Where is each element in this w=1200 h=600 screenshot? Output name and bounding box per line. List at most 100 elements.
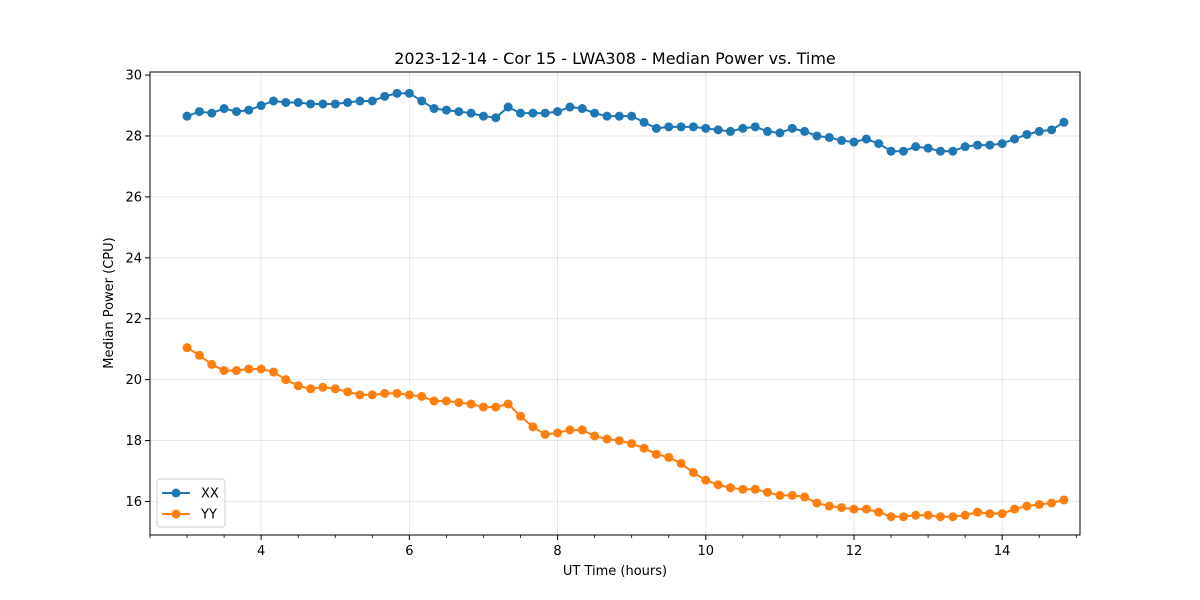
data-point-yy [367,390,377,400]
data-point-xx [812,131,822,141]
data-point-yy [824,501,834,511]
data-point-yy [1010,504,1020,514]
data-point-xx [701,123,711,133]
data-point-yy [874,507,884,517]
x-tick-label: 10 [698,544,715,559]
data-point-yy [1059,495,1069,505]
data-point-yy [256,364,266,374]
data-point-xx [886,146,896,156]
data-point-xx [491,113,501,123]
data-point-yy [664,452,674,462]
data-point-yy [602,434,612,444]
data-point-xx [849,137,859,147]
data-point-xx [281,97,291,107]
data-point-yy [553,428,563,438]
data-point-xx [478,111,488,121]
data-point-xx [293,97,303,107]
data-point-yy [651,449,661,459]
data-point-yy [306,384,316,394]
data-point-xx [318,99,328,109]
data-point-xx [306,99,316,109]
data-point-xx [861,134,871,144]
data-point-xx [269,96,279,106]
data-point-yy [330,384,340,394]
data-point-xx [194,107,204,117]
x-tick-label: 12 [846,544,863,559]
x-tick-label: 4 [257,544,265,559]
data-point-yy [491,402,501,412]
data-point-yy [738,484,748,494]
data-point-yy [688,468,698,478]
data-point-yy [478,402,488,412]
data-point-xx [256,101,266,111]
data-point-xx [1047,125,1057,135]
data-point-yy [429,396,439,406]
data-point-yy [441,396,451,406]
data-point-xx [590,108,600,118]
data-point-yy [701,475,711,485]
data-point-yy [269,367,279,377]
data-point-xx [528,108,538,118]
data-point-xx [738,123,748,133]
data-point-xx [787,123,797,133]
data-point-yy [392,388,402,398]
data-point-xx [923,143,933,153]
plot-frame [149,71,1081,536]
data-point-xx [713,125,723,135]
x-tick-label: 14 [994,544,1011,559]
data-point-yy [985,509,995,519]
chart-title: 2023-12-14 - Cor 15 - LWA308 - Median Po… [394,49,836,68]
data-point-yy [182,343,192,353]
data-point-yy [886,512,896,522]
data-point-xx [182,111,192,121]
data-point-xx [775,128,785,138]
x-axis-label: UT Time (hours) [563,564,667,579]
data-point-xx [392,88,402,98]
data-point-yy [540,429,550,439]
y-axis-label: Median Power (CPU) [102,237,117,368]
data-point-xx [429,104,439,114]
data-point-xx [627,111,637,121]
data-point-xx [219,104,229,114]
y-tick-label: 22 [125,312,142,327]
data-point-xx [750,122,760,132]
data-point-yy [923,510,933,520]
data-point-yy [454,397,464,407]
data-point-xx [1022,129,1032,139]
data-point-yy [417,391,427,401]
data-point-yy [565,425,575,435]
data-point-yy [800,492,810,502]
data-point-yy [973,507,983,517]
data-point-yy [281,375,291,385]
y-tick-label: 30 [125,69,142,84]
data-point-yy [503,399,513,409]
data-point-xx [763,126,773,136]
data-point-xx [973,140,983,150]
data-point-yy [763,487,773,497]
data-point-yy [231,366,241,376]
data-point-xx [639,117,649,127]
legend-label-yy: YY [200,508,217,523]
data-point-yy [219,366,229,376]
data-point-xx [874,139,884,149]
grid [150,72,1080,535]
data-point-xx [688,122,698,132]
data-point-yy [935,512,945,522]
data-point-xx [725,126,735,136]
data-point-yy [380,388,390,398]
data-point-xx [207,108,217,118]
data-point-yy [627,439,637,449]
data-point-xx [651,123,661,133]
data-point-yy [528,422,538,432]
data-point-xx [824,132,834,142]
data-point-yy [1047,498,1057,508]
data-point-xx [985,140,995,150]
x-tick-label: 8 [553,544,561,559]
legend: XX YY [156,478,226,528]
data-point-xx [1034,126,1044,136]
y-tick-label: 16 [125,495,142,510]
data-point-xx [454,107,464,117]
data-point-yy [849,504,859,514]
data-point-yy [775,490,785,500]
